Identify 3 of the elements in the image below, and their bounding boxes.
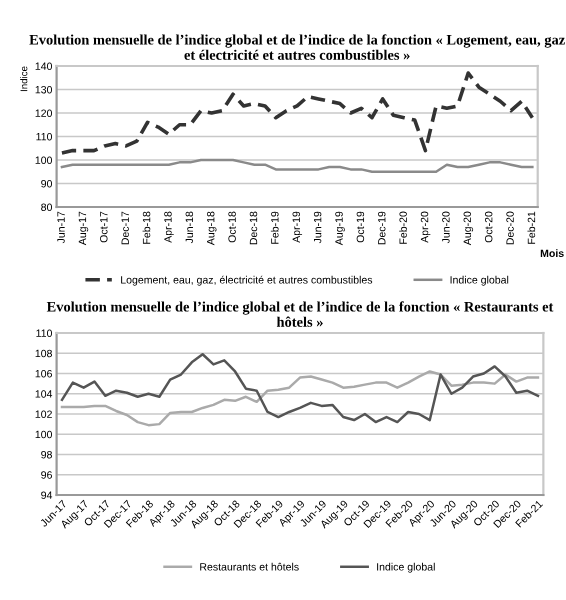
- line-series: [60, 370, 540, 427]
- line-series: [60, 71, 535, 155]
- line-series: [60, 353, 540, 424]
